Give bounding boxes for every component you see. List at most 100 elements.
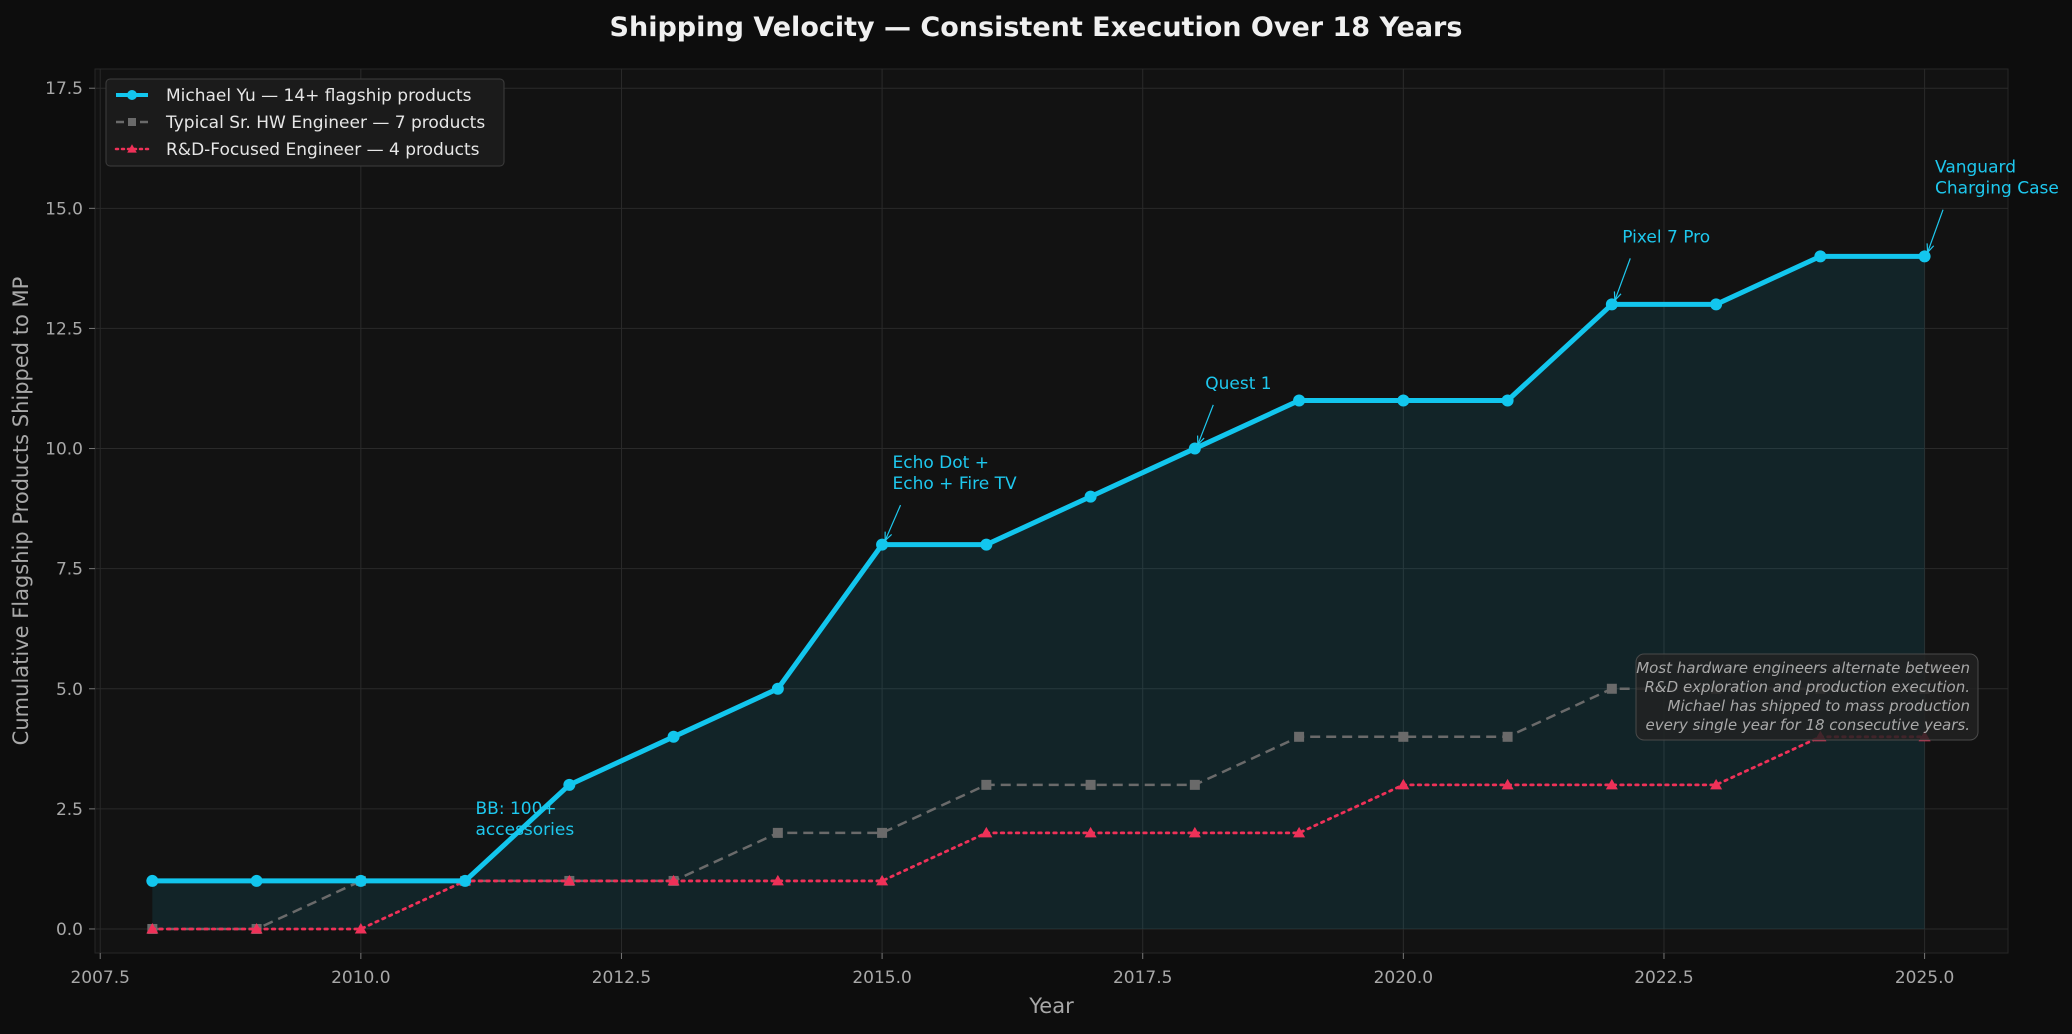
x-tick-label: 2025.0 [1895, 968, 1954, 988]
data-point-square [1085, 779, 1096, 790]
data-point-square [1398, 731, 1409, 742]
legend-box [105, 78, 505, 167]
series-area-fill [152, 256, 1925, 929]
x-tick-label: 2022.5 [1634, 968, 1693, 988]
note-box: Most hardware engineers alternate betwee… [1635, 653, 1979, 741]
series-layer [146, 250, 1931, 934]
data-point-circle [980, 538, 993, 551]
data-point-circle [250, 874, 263, 887]
legend-label: Typical Sr. HW Engineer — 7 products [165, 113, 485, 133]
y-tick-label: 7.5 [56, 560, 83, 580]
series-1 [146, 250, 1931, 887]
data-point-circle [1710, 298, 1723, 311]
data-point-triangle [667, 874, 680, 886]
data-point-circle [1293, 394, 1306, 407]
data-point-square [877, 827, 888, 838]
data-point-triangle [771, 874, 784, 886]
annotation-arrowhead [884, 531, 893, 543]
annotation-label: Pixel 7 Pro [1622, 227, 1710, 247]
data-point-triangle [1710, 778, 1723, 790]
annotation-label: Quest 1 [1205, 374, 1271, 394]
data-point-triangle [1397, 778, 1410, 790]
data-point-circle [1397, 394, 1410, 407]
data-point-circle [1084, 490, 1097, 503]
annotation-label: Vanguard [1935, 158, 2016, 178]
data-point-square [1606, 683, 1617, 694]
y-tick-label: 5.0 [56, 680, 83, 700]
data-point-circle [1605, 298, 1618, 311]
x-tick-label: 2007.5 [70, 968, 129, 988]
y-tick-label: 17.5 [45, 79, 83, 99]
data-point-circle [771, 682, 784, 695]
data-point-triangle [250, 922, 263, 934]
data-point-circle [127, 90, 137, 100]
series-line [152, 253, 1925, 884]
x-tick-label: 2010.0 [331, 968, 390, 988]
x-tick-label: 2020.0 [1374, 968, 1433, 988]
data-point-triangle [980, 826, 993, 838]
data-point-circle [1501, 394, 1514, 407]
annotation-arrow [1927, 209, 1944, 253]
data-point-triangle [354, 922, 367, 934]
annotation-layer: BB: 100+accessories Echo Dot +Echo + Fire… [476, 158, 2059, 840]
annotation-arrowhead [1613, 291, 1622, 302]
annotation-label: Charging Case [1935, 179, 2059, 199]
data-point-triangle [146, 922, 159, 934]
data-point-circle [146, 874, 159, 887]
data-point-circle [354, 874, 367, 887]
data-point-circle [876, 538, 889, 551]
data-point-square [772, 827, 783, 838]
data-point-triangle [1501, 778, 1514, 790]
series-line [150, 735, 1926, 931]
data-point-triangle [563, 874, 576, 886]
x-tick-label: 2012.5 [592, 968, 651, 988]
data-point-triangle [876, 874, 889, 886]
note-line: every single year for 18 consecutive yea… [1646, 716, 1971, 734]
legend-label: R&D-Focused Engineer — 4 products [166, 140, 480, 160]
data-point-square [128, 118, 136, 126]
legend: Michael Yu — 14+ flagship products Typica… [105, 78, 505, 167]
data-point-circle [1188, 442, 1201, 455]
annotation-arrowhead [1196, 435, 1205, 446]
x-tick-label: 2015.0 [852, 968, 911, 988]
data-point-triangle [127, 144, 137, 153]
area-fill-layer [152, 256, 1925, 929]
annotation-label: BB: 100+ [476, 799, 557, 819]
note-line: Most hardware engineers alternate betwee… [1636, 659, 1970, 677]
note-box-frame [1635, 653, 1979, 741]
data-point-triangle [1605, 778, 1618, 790]
data-point-circle [667, 730, 680, 743]
annotation-label: Echo + Fire TV [893, 474, 1017, 494]
data-point-triangle [1188, 826, 1201, 838]
legend-label: Michael Yu — 14+ flagship products [166, 86, 472, 106]
y-tick-label: 15.0 [45, 199, 83, 219]
data-point-circle [563, 778, 576, 791]
tick-labels: 2007.5 2010.0 2012.5 2015.0 2017.5 2020.0 2022… [45, 79, 1954, 988]
y-tick-label: 2.5 [56, 800, 83, 820]
annotation-label: accessories [476, 820, 575, 840]
plot-area [94, 68, 2009, 954]
data-point-square [1502, 731, 1513, 742]
y-tick-label: 12.5 [45, 319, 83, 339]
chart-title: Shipping Velocity — Consistent Execution… [610, 12, 1463, 43]
annotation-arrow [1197, 404, 1214, 445]
data-point-triangle [1293, 826, 1306, 838]
data-point-circle [1918, 250, 1931, 263]
y-tick-label: 10.0 [45, 440, 83, 460]
note-line: Michael has shipped to mass production [1668, 697, 1970, 715]
grid [95, 69, 2008, 953]
x-tick-label: 2017.5 [1113, 968, 1172, 988]
data-point-square [1294, 731, 1305, 742]
annotation-arrowhead [1926, 243, 1935, 254]
data-point-square [1189, 779, 1200, 790]
annotation-label: Echo Dot + [893, 453, 989, 473]
data-point-square [981, 779, 992, 790]
annotation-arrow [884, 504, 902, 541]
y-tick-label: 0.0 [56, 920, 83, 940]
data-point-circle [459, 874, 472, 887]
data-point-circle [1814, 250, 1827, 263]
note-line: R&D exploration and production execution… [1645, 678, 1971, 696]
x-axis-label: Year [1028, 994, 1074, 1018]
data-point-triangle [1084, 826, 1097, 838]
